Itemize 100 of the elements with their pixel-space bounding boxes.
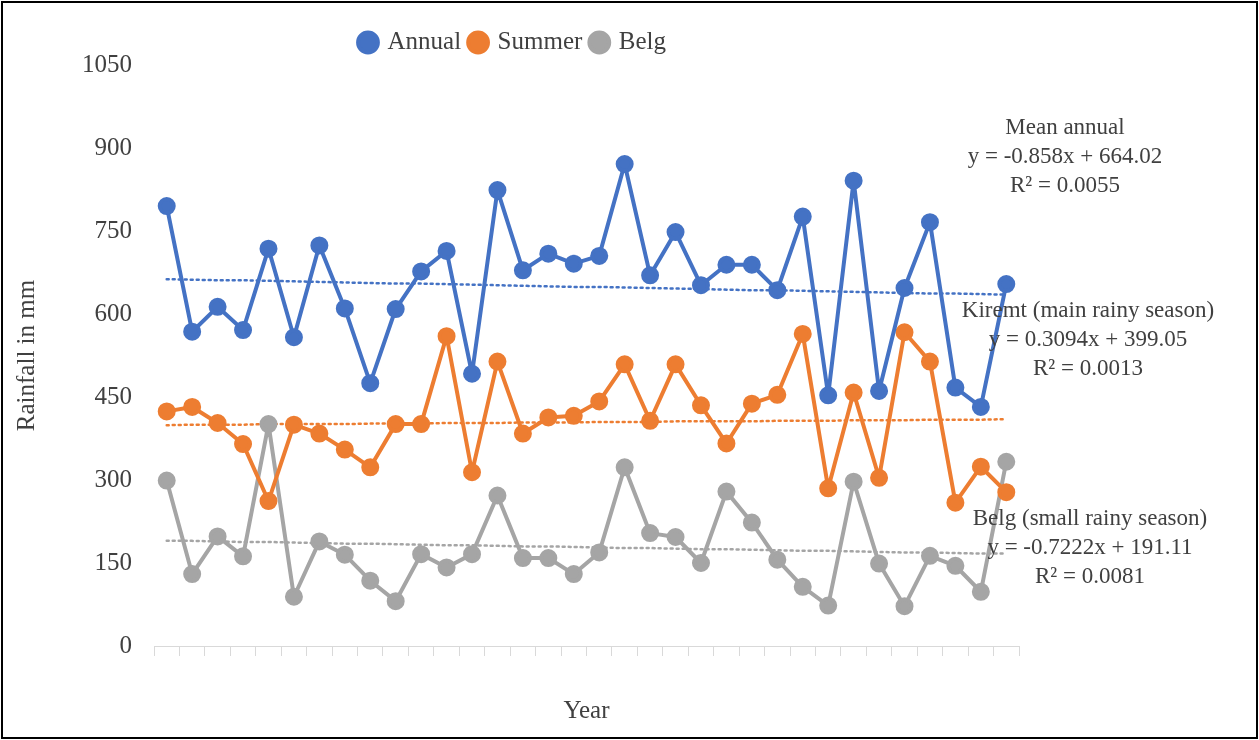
point [564,406,583,425]
point [895,323,914,342]
point [513,261,532,280]
point [691,396,710,415]
point [335,545,354,564]
point [870,554,889,573]
point [641,266,660,285]
y-tick-label: 150 [94,547,132,575]
point [920,352,939,371]
point [208,297,227,316]
point [793,324,812,343]
point [870,381,889,400]
point [157,402,176,421]
point [895,278,914,297]
point [819,479,838,498]
annotation: Belg (small rainy season) y = -0.7222x + 191.11 R² = 0.0081 [971,504,1209,590]
point [463,463,482,482]
point [844,171,863,190]
point [183,322,202,341]
point [768,281,787,300]
point [691,554,710,572]
point [539,549,558,568]
point [615,355,634,374]
point [310,236,329,255]
point [513,549,532,568]
point [742,513,761,532]
point [310,424,329,443]
point [590,543,609,562]
point [946,556,965,575]
point [284,587,303,606]
point [615,155,634,174]
x-axis-title: Year [563,695,611,723]
point [412,415,431,434]
point [641,411,660,430]
point [742,394,761,413]
point [564,254,583,273]
point [259,415,278,434]
point [437,558,456,577]
point [564,565,583,584]
point [284,328,303,347]
point [717,255,736,274]
point [463,364,482,383]
point [513,424,532,443]
y-tick-label: 1050 [82,49,132,77]
point [666,355,685,374]
point [946,378,965,397]
point [997,483,1016,502]
point [386,592,405,611]
point [971,457,990,476]
point [742,255,761,274]
point [361,458,380,477]
y-tick-label: 0 [119,630,132,658]
y-tick-label: 900 [94,132,132,160]
point [997,452,1016,471]
point [463,545,482,564]
point [717,434,736,453]
point [920,213,939,232]
point [157,197,176,216]
point [717,482,736,501]
legend-label: Annual [387,27,462,55]
point [234,321,253,340]
point [437,241,456,260]
point [259,239,278,258]
annotation: Mean annual y = -0.858x + 664.02 R² = 0.0055 [966,113,1164,199]
point [895,597,914,616]
point [488,181,507,200]
point [437,327,456,346]
point [793,207,812,226]
point [386,415,405,434]
point [234,547,253,566]
point [590,392,609,411]
point [666,223,685,242]
point [539,244,558,263]
point [412,545,431,564]
point [335,440,354,459]
point [284,415,303,434]
point [310,532,329,551]
point [386,300,405,319]
point [666,527,685,546]
point [641,524,660,543]
point [208,414,227,433]
point [971,582,990,601]
point [819,596,838,615]
legend-label: Summer [497,27,583,55]
point [361,374,380,393]
point [870,468,889,487]
point [335,299,354,318]
point [488,486,507,505]
point [920,546,939,565]
point [844,472,863,491]
point [234,435,253,454]
point [997,275,1016,294]
point [590,246,609,265]
point [361,571,380,590]
point [488,352,507,371]
y-tick-label: 450 [94,381,132,409]
point [768,385,787,404]
point [819,386,838,405]
legend-label: Belg [618,27,667,55]
point [793,577,812,596]
